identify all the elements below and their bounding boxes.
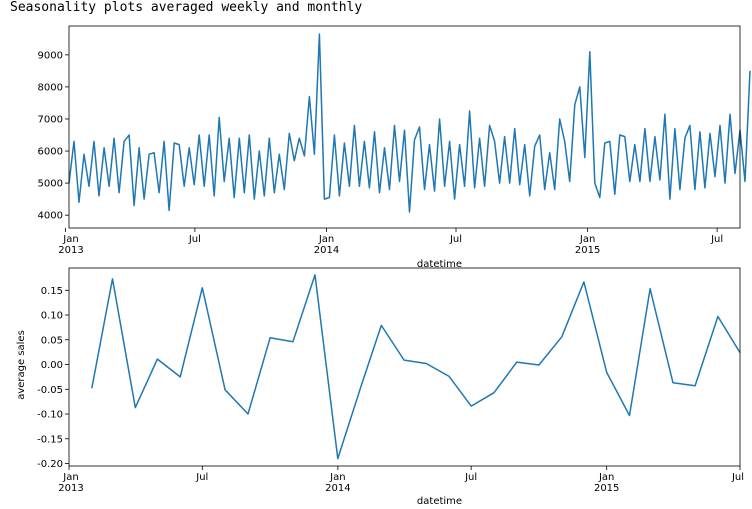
series-line-0 xyxy=(91,274,741,460)
y-tick-label: 6000 xyxy=(38,147,63,158)
y-tick-label: -0.05 xyxy=(37,385,63,396)
x-tick-year-label: 2013 xyxy=(58,483,83,494)
x-tick-year-label: 2014 xyxy=(325,483,350,494)
y-tick-label: 0.15 xyxy=(41,286,63,297)
x-tick-label: Jul xyxy=(195,472,208,483)
y-axis-label: average sales xyxy=(16,330,27,400)
y-tick-label: 7000 xyxy=(38,114,63,125)
monthly-average-sales-chart: -0.20-0.15-0.10-0.050.000.050.100.15Jan2… xyxy=(16,267,744,507)
series-line-0 xyxy=(68,33,751,213)
y-tick-label: 4000 xyxy=(38,211,63,222)
x-tick-label: Jan xyxy=(62,472,78,483)
y-tick-label: 0.10 xyxy=(41,311,63,322)
x-tick-year-label: 2015 xyxy=(594,483,619,494)
x-tick-label: Jul xyxy=(464,472,477,483)
y-tick-label: 0.00 xyxy=(41,360,63,371)
plot-frame xyxy=(68,25,741,229)
x-tick-label: Jan xyxy=(598,472,614,483)
y-tick-label: -0.15 xyxy=(37,434,63,445)
y-tick-label: 9000 xyxy=(38,50,63,61)
x-tick-label: Jul xyxy=(449,234,462,245)
x-tick-label: Jan xyxy=(62,234,78,245)
x-tick-label: Jul xyxy=(188,234,201,245)
x-tick-year-label: 2014 xyxy=(314,245,339,256)
x-axis-label: datetime xyxy=(417,259,462,270)
x-tick-label: Jan xyxy=(318,234,334,245)
x-tick-label: Jan xyxy=(579,234,595,245)
y-tick-label: -0.10 xyxy=(37,410,63,421)
x-tick-year-label: 2013 xyxy=(58,245,83,256)
plot-frame xyxy=(68,267,741,467)
y-tick-label: -0.20 xyxy=(37,459,63,470)
x-tick-label: Jul xyxy=(731,472,744,483)
y-tick-label: 5000 xyxy=(38,179,63,190)
y-tick-label: 8000 xyxy=(38,82,63,93)
y-tick-label: 0.05 xyxy=(41,335,63,346)
x-tick-label: Jul xyxy=(710,234,723,245)
x-tick-year-label: 2015 xyxy=(575,245,600,256)
x-axis-label: datetime xyxy=(417,496,462,507)
figure-title: Seasonality plots averaged weekly and mo… xyxy=(10,0,363,15)
x-tick-label: Jan xyxy=(329,472,345,483)
